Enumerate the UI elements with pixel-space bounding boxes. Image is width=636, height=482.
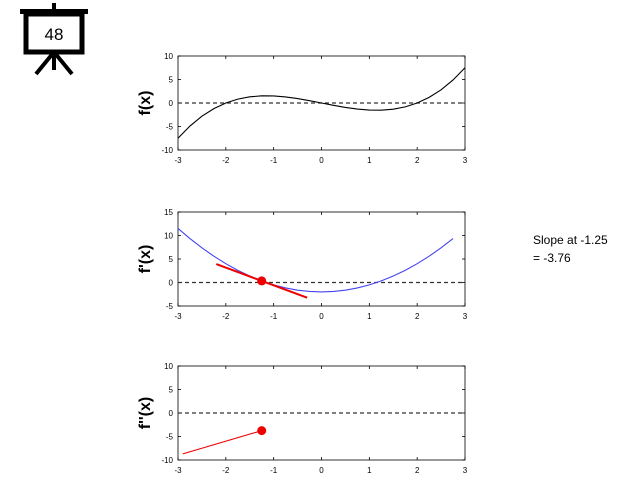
x-tick-label: 0 (319, 156, 324, 165)
y-axis-label: f'(x) (137, 245, 154, 274)
presentation-icon: 48 (20, 3, 88, 76)
x-tick-label: 0 (319, 466, 324, 475)
data-line (182, 430, 262, 455)
x-tick-label: -3 (174, 312, 182, 321)
y-tick-label: 0 (169, 409, 174, 418)
y-tick-label: 5 (169, 386, 174, 395)
y-tick-label: 15 (164, 208, 173, 217)
x-tick-label: -2 (222, 466, 230, 475)
y-axis-label: f(x) (137, 91, 154, 116)
x-tick-label: -1 (270, 466, 278, 475)
annotation: = -3.76 (533, 251, 571, 265)
data-line (177, 67, 466, 139)
y-tick-label: 10 (164, 232, 173, 241)
x-tick-label: 2 (415, 312, 420, 321)
y-tick-label: 0 (169, 279, 174, 288)
x-tick-label: 3 (463, 156, 468, 165)
y-tick-label: 0 (169, 99, 174, 108)
x-tick-label: 2 (415, 466, 420, 475)
y-tick-label: -10 (161, 146, 173, 155)
y-tick-label: 10 (164, 362, 173, 371)
x-tick-label: -2 (222, 312, 230, 321)
y-tick-label: 5 (169, 76, 174, 85)
y-tick-label: 5 (169, 255, 174, 264)
x-tick-label: 3 (463, 466, 468, 475)
data-line (177, 228, 454, 293)
y-tick-label: -10 (161, 456, 173, 465)
x-tick-label: 0 (319, 312, 324, 321)
y-axis-label: f''(x) (137, 397, 154, 430)
x-tick-label: 1 (367, 156, 372, 165)
data-point (257, 426, 267, 436)
data-point (257, 276, 267, 286)
x-tick-label: 1 (367, 312, 372, 321)
annotation: Slope at -1.25 (533, 233, 608, 247)
x-tick-label: -3 (174, 466, 182, 475)
x-tick-label: -1 (270, 156, 278, 165)
slide-number: 48 (45, 25, 64, 44)
x-tick-label: -2 (222, 156, 230, 165)
y-tick-label: -5 (166, 302, 174, 311)
x-tick-label: 1 (367, 466, 372, 475)
chart: -3 -2 -1 0 1 2 3 -5 0 5 10 15 f'(x) (137, 208, 468, 321)
x-tick-label: -3 (174, 156, 182, 165)
y-tick-label: -5 (166, 433, 174, 442)
x-tick-label: 2 (415, 156, 420, 165)
x-tick-label: -1 (270, 312, 278, 321)
y-tick-label: 10 (164, 52, 173, 61)
x-tick-label: 3 (463, 312, 468, 321)
y-tick-label: -5 (166, 123, 174, 132)
